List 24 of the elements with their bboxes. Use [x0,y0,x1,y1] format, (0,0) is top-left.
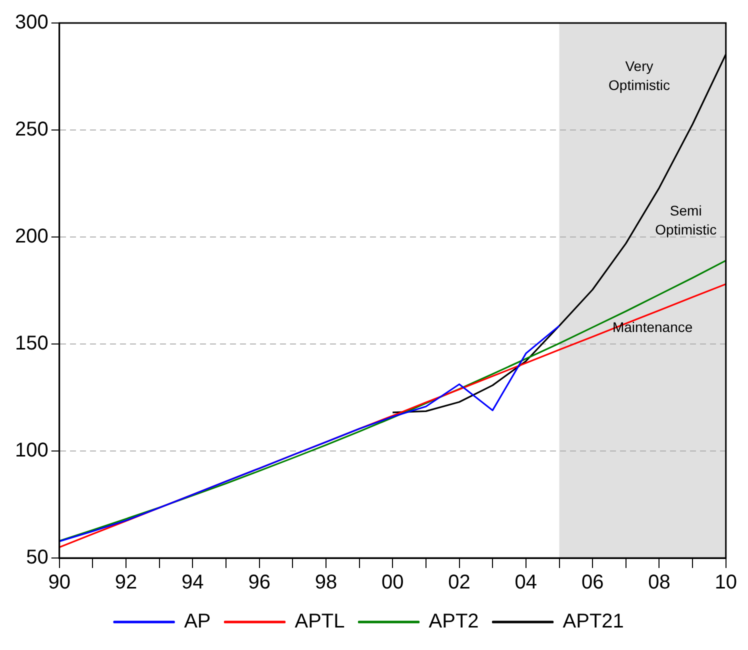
legend-label: APT21 [562,610,624,633]
y-tick-label: 50 [26,546,48,569]
x-tick-label: 10 [714,572,737,594]
x-tick-label: 06 [581,572,604,594]
legend-label: AP [184,610,211,633]
annotation: Maintenance [612,318,693,335]
x-tick-label: 98 [314,572,338,594]
x-tick-label: 94 [182,572,204,594]
legend-label: APTL [294,610,345,633]
annotation: Semi Optimistic [655,202,717,238]
x-tick-label: 90 [48,572,70,594]
y-tick-label: 250 [14,118,48,141]
y-tick-label: 150 [14,332,48,355]
x-tick-label: 04 [514,572,538,594]
y-tick-label: 200 [14,226,48,248]
annotation: Very Optimistic [608,58,670,93]
x-tick-label: 02 [448,572,470,594]
y-tick-label: 100 [14,440,48,462]
x-tick-label: 96 [248,572,270,594]
y-tick-label: 300 [14,12,48,34]
legend-label: APT2 [428,610,479,633]
x-tick-label: 92 [114,572,138,594]
x-tick-label: 00 [382,572,404,594]
x-tick-label: 08 [648,572,670,594]
